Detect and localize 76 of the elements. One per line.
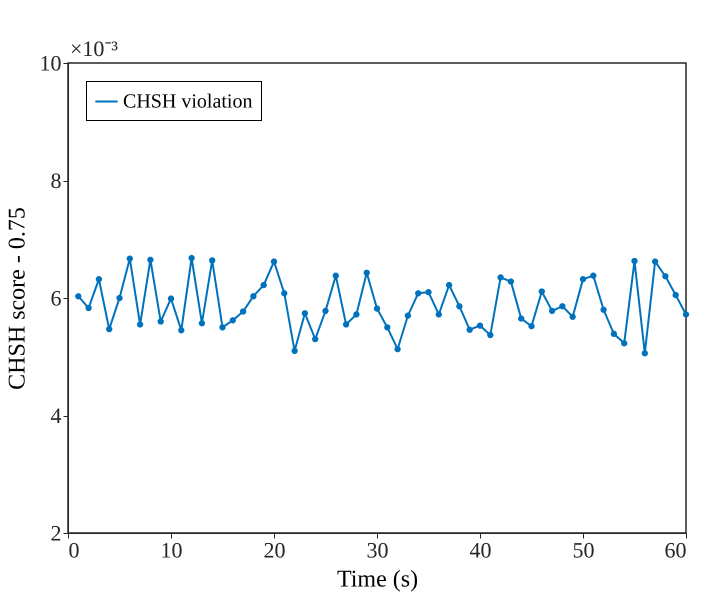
point xyxy=(538,288,545,295)
point xyxy=(302,310,308,316)
x-axis-title: Time (s) xyxy=(336,566,418,592)
point xyxy=(446,282,452,288)
point xyxy=(415,290,422,296)
point xyxy=(518,315,524,322)
point xyxy=(436,311,442,318)
point xyxy=(652,258,658,265)
point xyxy=(188,254,195,262)
point xyxy=(570,314,576,320)
point xyxy=(312,336,318,342)
x-tick-label: 20 xyxy=(264,538,286,562)
point xyxy=(364,270,370,276)
point xyxy=(96,276,102,282)
point xyxy=(322,308,329,314)
point xyxy=(682,311,690,318)
point xyxy=(394,346,401,352)
point xyxy=(425,288,432,296)
y-axis-title: CHSH score - 0.75 xyxy=(4,207,30,390)
point xyxy=(332,272,339,279)
x-tick-label: 50 xyxy=(572,538,594,562)
x-tick-label: 10 xyxy=(160,538,182,562)
point xyxy=(168,295,174,302)
point xyxy=(209,257,216,264)
x-tick-label: 0 xyxy=(68,538,80,562)
point xyxy=(466,326,473,333)
point xyxy=(456,303,463,310)
point xyxy=(559,303,566,310)
point xyxy=(600,306,607,313)
legend-label: CHSH violation xyxy=(123,90,252,112)
point xyxy=(75,293,82,300)
point xyxy=(404,312,412,319)
point xyxy=(85,304,92,312)
point xyxy=(621,340,628,346)
point xyxy=(497,274,504,281)
point xyxy=(672,292,679,298)
y-tick-label: 6 xyxy=(50,286,62,310)
point xyxy=(116,294,123,302)
point xyxy=(158,318,164,325)
point xyxy=(126,255,133,262)
point xyxy=(528,323,535,330)
y-tick-label: 4 xyxy=(50,403,62,428)
y-tick-label: 2 xyxy=(50,520,62,546)
point xyxy=(580,276,586,282)
point xyxy=(642,350,648,356)
point xyxy=(147,256,154,263)
point xyxy=(508,278,514,285)
y-tick-label: 8 xyxy=(50,168,62,193)
point xyxy=(198,320,206,326)
y-tick-label: 10 xyxy=(40,50,62,76)
point xyxy=(662,273,669,280)
point xyxy=(590,272,596,279)
point xyxy=(487,332,494,338)
text: ×10⁻³ xyxy=(70,36,118,61)
point xyxy=(270,258,278,265)
point xyxy=(219,324,226,331)
point xyxy=(374,305,380,312)
point xyxy=(230,317,236,324)
point xyxy=(281,290,288,296)
point xyxy=(384,324,390,331)
x-tick-label: 40 xyxy=(470,538,492,562)
point xyxy=(342,321,350,328)
point xyxy=(178,327,184,334)
point xyxy=(136,321,144,328)
point xyxy=(106,326,112,332)
point xyxy=(610,330,618,337)
point xyxy=(631,258,638,264)
point xyxy=(353,311,360,318)
point xyxy=(476,322,484,329)
x-tick-label: 60 xyxy=(664,538,686,562)
x-tick-label: 30 xyxy=(366,538,388,562)
point xyxy=(260,282,267,288)
point xyxy=(548,308,556,314)
point xyxy=(240,308,246,315)
point xyxy=(250,293,257,300)
point xyxy=(291,348,298,354)
